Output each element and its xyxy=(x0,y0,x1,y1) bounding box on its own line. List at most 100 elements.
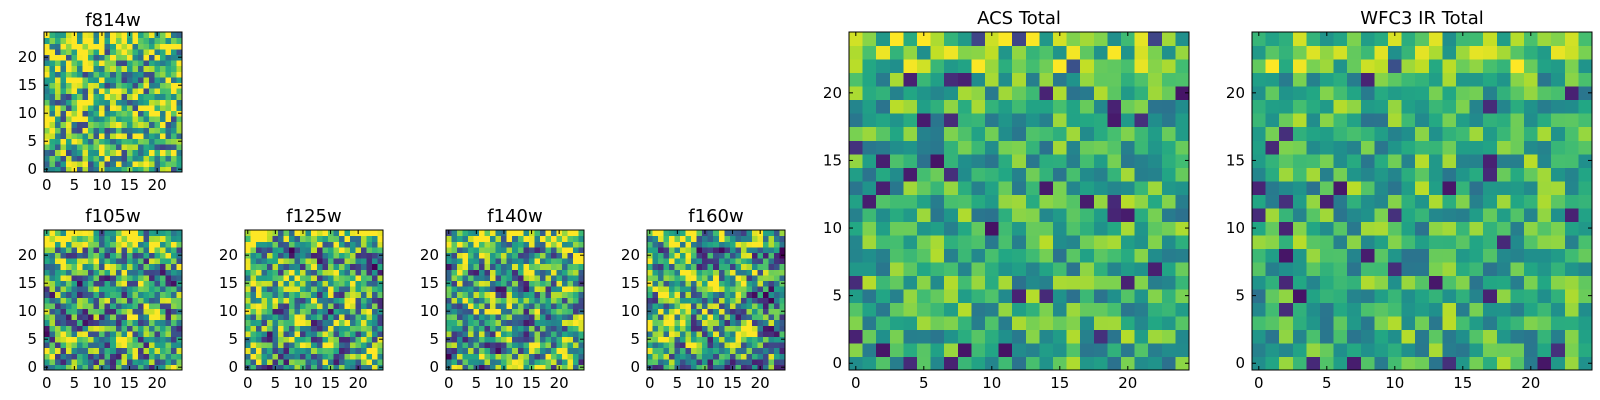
heatmap-cell xyxy=(261,280,268,287)
heatmap-cell xyxy=(917,275,932,290)
heatmap-cell xyxy=(66,246,73,253)
heatmap-cell xyxy=(1347,329,1362,344)
heatmap-cell xyxy=(66,353,73,360)
heatmap-cell xyxy=(1347,194,1362,209)
heatmap-cell xyxy=(305,269,312,276)
heatmap-cell xyxy=(93,342,100,349)
heatmap-cell xyxy=(88,336,95,343)
heatmap-cell xyxy=(457,280,464,287)
heatmap-cell xyxy=(99,127,106,134)
heatmap-cell xyxy=(283,280,290,287)
heatmap-cell xyxy=(126,93,133,100)
heatmap-cell xyxy=(957,167,972,182)
heatmap-cell xyxy=(49,252,56,259)
heatmap-cell xyxy=(55,104,62,111)
heatmap-cell xyxy=(512,364,519,371)
heatmap-cell xyxy=(377,325,384,332)
heatmap-cell xyxy=(889,342,904,358)
heatmap-cell xyxy=(1134,315,1149,331)
heatmap-cell xyxy=(779,342,786,349)
heatmap-cell xyxy=(289,280,296,287)
heatmap-cell xyxy=(110,347,117,354)
heatmap-cell xyxy=(971,261,986,276)
heatmap-cell xyxy=(1578,221,1593,236)
heatmap-cell xyxy=(468,347,475,354)
heatmap-cell xyxy=(143,364,150,371)
heatmap-cell xyxy=(652,353,659,360)
heatmap-cell xyxy=(658,291,665,298)
heatmap-cell xyxy=(311,291,318,298)
heatmap-cell xyxy=(165,99,172,106)
heatmap-cell xyxy=(944,140,959,155)
heatmap-cell xyxy=(49,325,56,332)
heatmap-cell xyxy=(757,235,764,242)
heatmap-cell xyxy=(680,297,687,304)
heatmap-cell xyxy=(143,252,150,259)
heatmap-cell xyxy=(143,121,150,128)
heatmap-cell xyxy=(876,45,891,60)
heatmap-cell xyxy=(305,235,312,242)
heatmap-cell xyxy=(82,358,89,365)
heatmap-cell xyxy=(1374,32,1389,47)
heatmap-cell xyxy=(300,330,307,337)
heatmap-cell xyxy=(137,263,144,270)
heatmap-cell xyxy=(44,104,51,111)
heatmap-cell xyxy=(104,235,111,242)
heatmap-cell xyxy=(115,274,122,281)
heatmap-cell xyxy=(1360,207,1375,222)
heatmap-cell xyxy=(545,241,552,248)
heatmap-cell xyxy=(132,241,139,248)
heatmap-cell xyxy=(1551,234,1566,249)
heatmap-cell xyxy=(148,104,155,111)
heatmap-cell xyxy=(1012,126,1027,141)
heatmap-cell xyxy=(60,104,67,111)
heatmap-cell xyxy=(1134,153,1149,168)
heatmap-cell xyxy=(779,258,786,265)
heatmap-cell xyxy=(1496,99,1511,114)
heatmap-cell xyxy=(159,160,167,167)
heatmap-cell xyxy=(1483,234,1498,249)
heatmap-cell xyxy=(1320,248,1335,263)
heatmap-cell xyxy=(60,241,67,248)
heatmap-cell xyxy=(1456,234,1471,249)
heatmap-cell xyxy=(322,297,329,304)
heatmap-cell xyxy=(55,71,62,78)
heatmap-cell xyxy=(517,314,524,321)
heatmap-cell xyxy=(1456,180,1471,195)
heatmap-cell xyxy=(751,263,758,270)
heatmap-cell xyxy=(1320,261,1335,276)
heatmap-cell xyxy=(862,302,877,317)
heatmap-cell xyxy=(165,43,172,50)
heatmap-cell xyxy=(104,297,111,304)
heatmap-cell xyxy=(1080,45,1095,60)
heatmap-cell xyxy=(316,263,323,270)
heatmap-cell xyxy=(663,246,670,253)
heatmap-cell xyxy=(132,291,139,298)
heatmap-cell xyxy=(82,65,89,72)
heatmap-cell xyxy=(501,258,508,265)
heatmap-cell xyxy=(523,325,530,332)
heatmap-cell xyxy=(1053,113,1068,128)
heatmap-cell xyxy=(1279,126,1294,141)
heatmap-cell xyxy=(751,230,758,237)
heatmap-cell xyxy=(512,286,519,293)
heatmap-cell xyxy=(115,358,122,365)
heatmap-cell xyxy=(132,121,139,128)
heatmap-cell xyxy=(768,342,775,349)
heatmap-cell xyxy=(903,153,918,168)
heatmap-cell xyxy=(148,269,155,276)
heatmap-cell xyxy=(1080,234,1095,249)
heatmap-cell xyxy=(674,269,681,276)
heatmap-cell xyxy=(66,308,73,315)
heatmap-cell xyxy=(663,235,670,242)
heatmap-cell xyxy=(1537,356,1552,371)
heatmap-cell xyxy=(1401,329,1416,344)
heatmap-cell xyxy=(143,166,150,173)
heatmap-cell xyxy=(250,241,257,248)
heatmap-cell xyxy=(1510,113,1525,128)
heatmap-cell xyxy=(724,330,731,337)
heatmap-cell xyxy=(289,358,296,365)
heatmap-cell xyxy=(316,269,323,276)
heatmap-cell xyxy=(691,297,698,304)
heatmap-cell xyxy=(159,297,167,304)
